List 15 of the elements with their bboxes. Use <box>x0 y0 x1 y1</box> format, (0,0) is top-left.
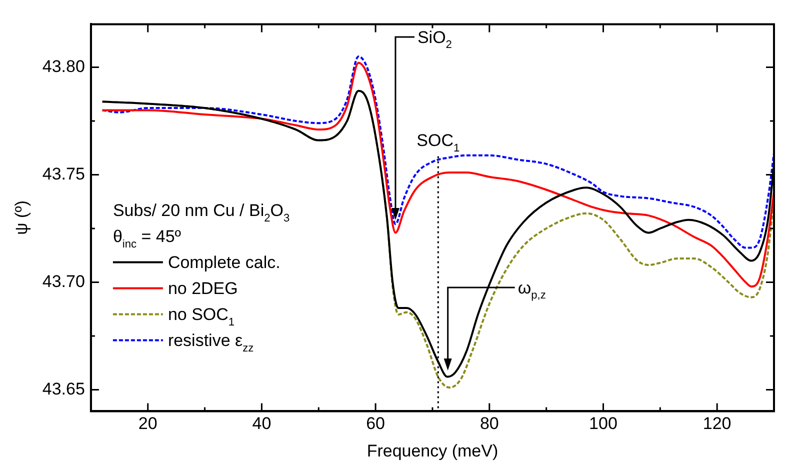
x-tick-label: 60 <box>366 414 386 434</box>
y-tick-label: 43.70 <box>42 272 85 291</box>
x-tick-label: 80 <box>480 414 499 434</box>
y-tick-label: 43.65 <box>42 379 85 398</box>
x-tick-label: 120 <box>702 414 732 434</box>
y-axis-title: ψ (º) <box>12 200 31 235</box>
y-tick-label: 43.75 <box>42 164 85 184</box>
y-tick-label: 43.80 <box>42 56 85 76</box>
x-tick-label: 100 <box>589 414 618 434</box>
x-axis-title: Frequency (meV) <box>366 441 498 460</box>
legend-label: no 2DEG <box>168 279 238 298</box>
x-tick-label: 20 <box>138 414 158 434</box>
line-series <box>101 55 774 249</box>
x-tick-label: 40 <box>252 414 272 434</box>
legend-label: Complete calc. <box>168 253 280 272</box>
